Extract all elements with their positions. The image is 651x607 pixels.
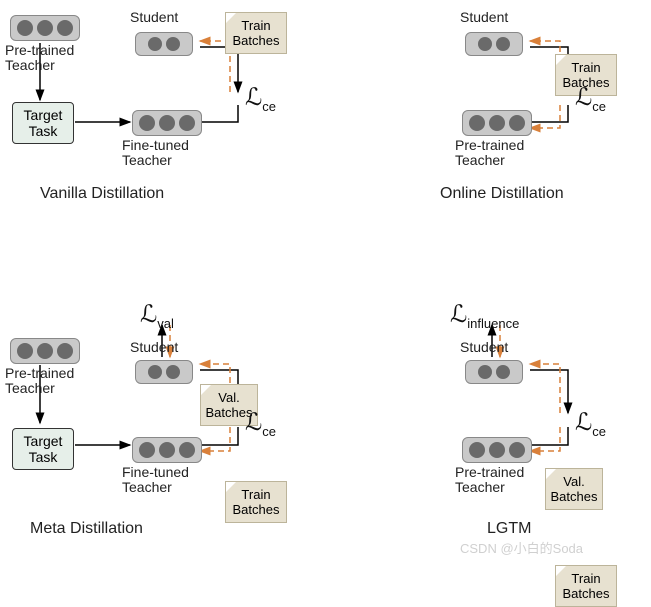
caption-vanilla: Vanilla Distillation [40, 185, 164, 203]
finetuned-teacher-label-a: Fine-tuned Teacher [122, 138, 189, 169]
val-batches-note-d: Val. Batches [545, 468, 603, 510]
train-batches-label-d: Train Batches [563, 571, 610, 601]
diagram-canvas: Pre-trained Teacher Target Task Student … [0, 0, 651, 576]
pretrained-teacher-label-c: Pre-trained Teacher [5, 366, 74, 397]
target-task-label: Target Task [24, 107, 63, 139]
loss-influence-d: ℒinfluence [450, 300, 519, 331]
student-label-a: Student [130, 10, 178, 25]
target-task-box: Target Task [12, 102, 74, 144]
train-batches-note-d: Train Batches [555, 565, 617, 607]
student-label-b: Student [460, 10, 508, 25]
student-model-d [465, 360, 523, 384]
student-label-c: Student [130, 340, 178, 355]
loss-ce-c: ℒce [245, 408, 276, 439]
watermark-text: CSDN @小白的Soda [460, 538, 583, 557]
loss-ce-b: ℒce [575, 83, 606, 114]
pretrained-teacher-label: Pre-trained Teacher [5, 43, 74, 74]
pretrained-teacher-model-d [462, 437, 532, 463]
finetuned-teacher-label-c: Fine-tuned Teacher [122, 465, 189, 496]
train-batches-label: Train Batches [233, 18, 280, 48]
train-batches-note-c: Train Batches [225, 481, 287, 523]
student-model-b [465, 32, 523, 56]
caption-lgtm: LGTM [487, 520, 531, 538]
student-label-d: Student [460, 340, 508, 355]
finetuned-teacher-model-c [132, 437, 202, 463]
pretrained-teacher-label-d: Pre-trained Teacher [455, 465, 524, 496]
student-model-c [135, 360, 193, 384]
pretrained-teacher-model [10, 15, 80, 41]
train-batches-label-c: Train Batches [233, 487, 280, 517]
loss-ce-a: ℒce [245, 83, 276, 114]
pretrained-teacher-label-b: Pre-trained Teacher [455, 138, 524, 169]
finetuned-teacher-model-a [132, 110, 202, 136]
target-task-box-c: Target Task [12, 428, 74, 470]
val-batches-label-d: Val. Batches [551, 474, 598, 504]
target-task-label-c: Target Task [24, 433, 63, 465]
pretrained-teacher-model-c [10, 338, 80, 364]
loss-ce-d: ℒce [575, 408, 606, 439]
caption-meta: Meta Distillation [30, 520, 143, 538]
loss-val-c: ℒval [140, 300, 174, 331]
pretrained-teacher-model-b [462, 110, 532, 136]
train-batches-note-a: Train Batches [225, 12, 287, 54]
student-model-a [135, 32, 193, 56]
caption-online: Online Distillation [440, 185, 564, 203]
